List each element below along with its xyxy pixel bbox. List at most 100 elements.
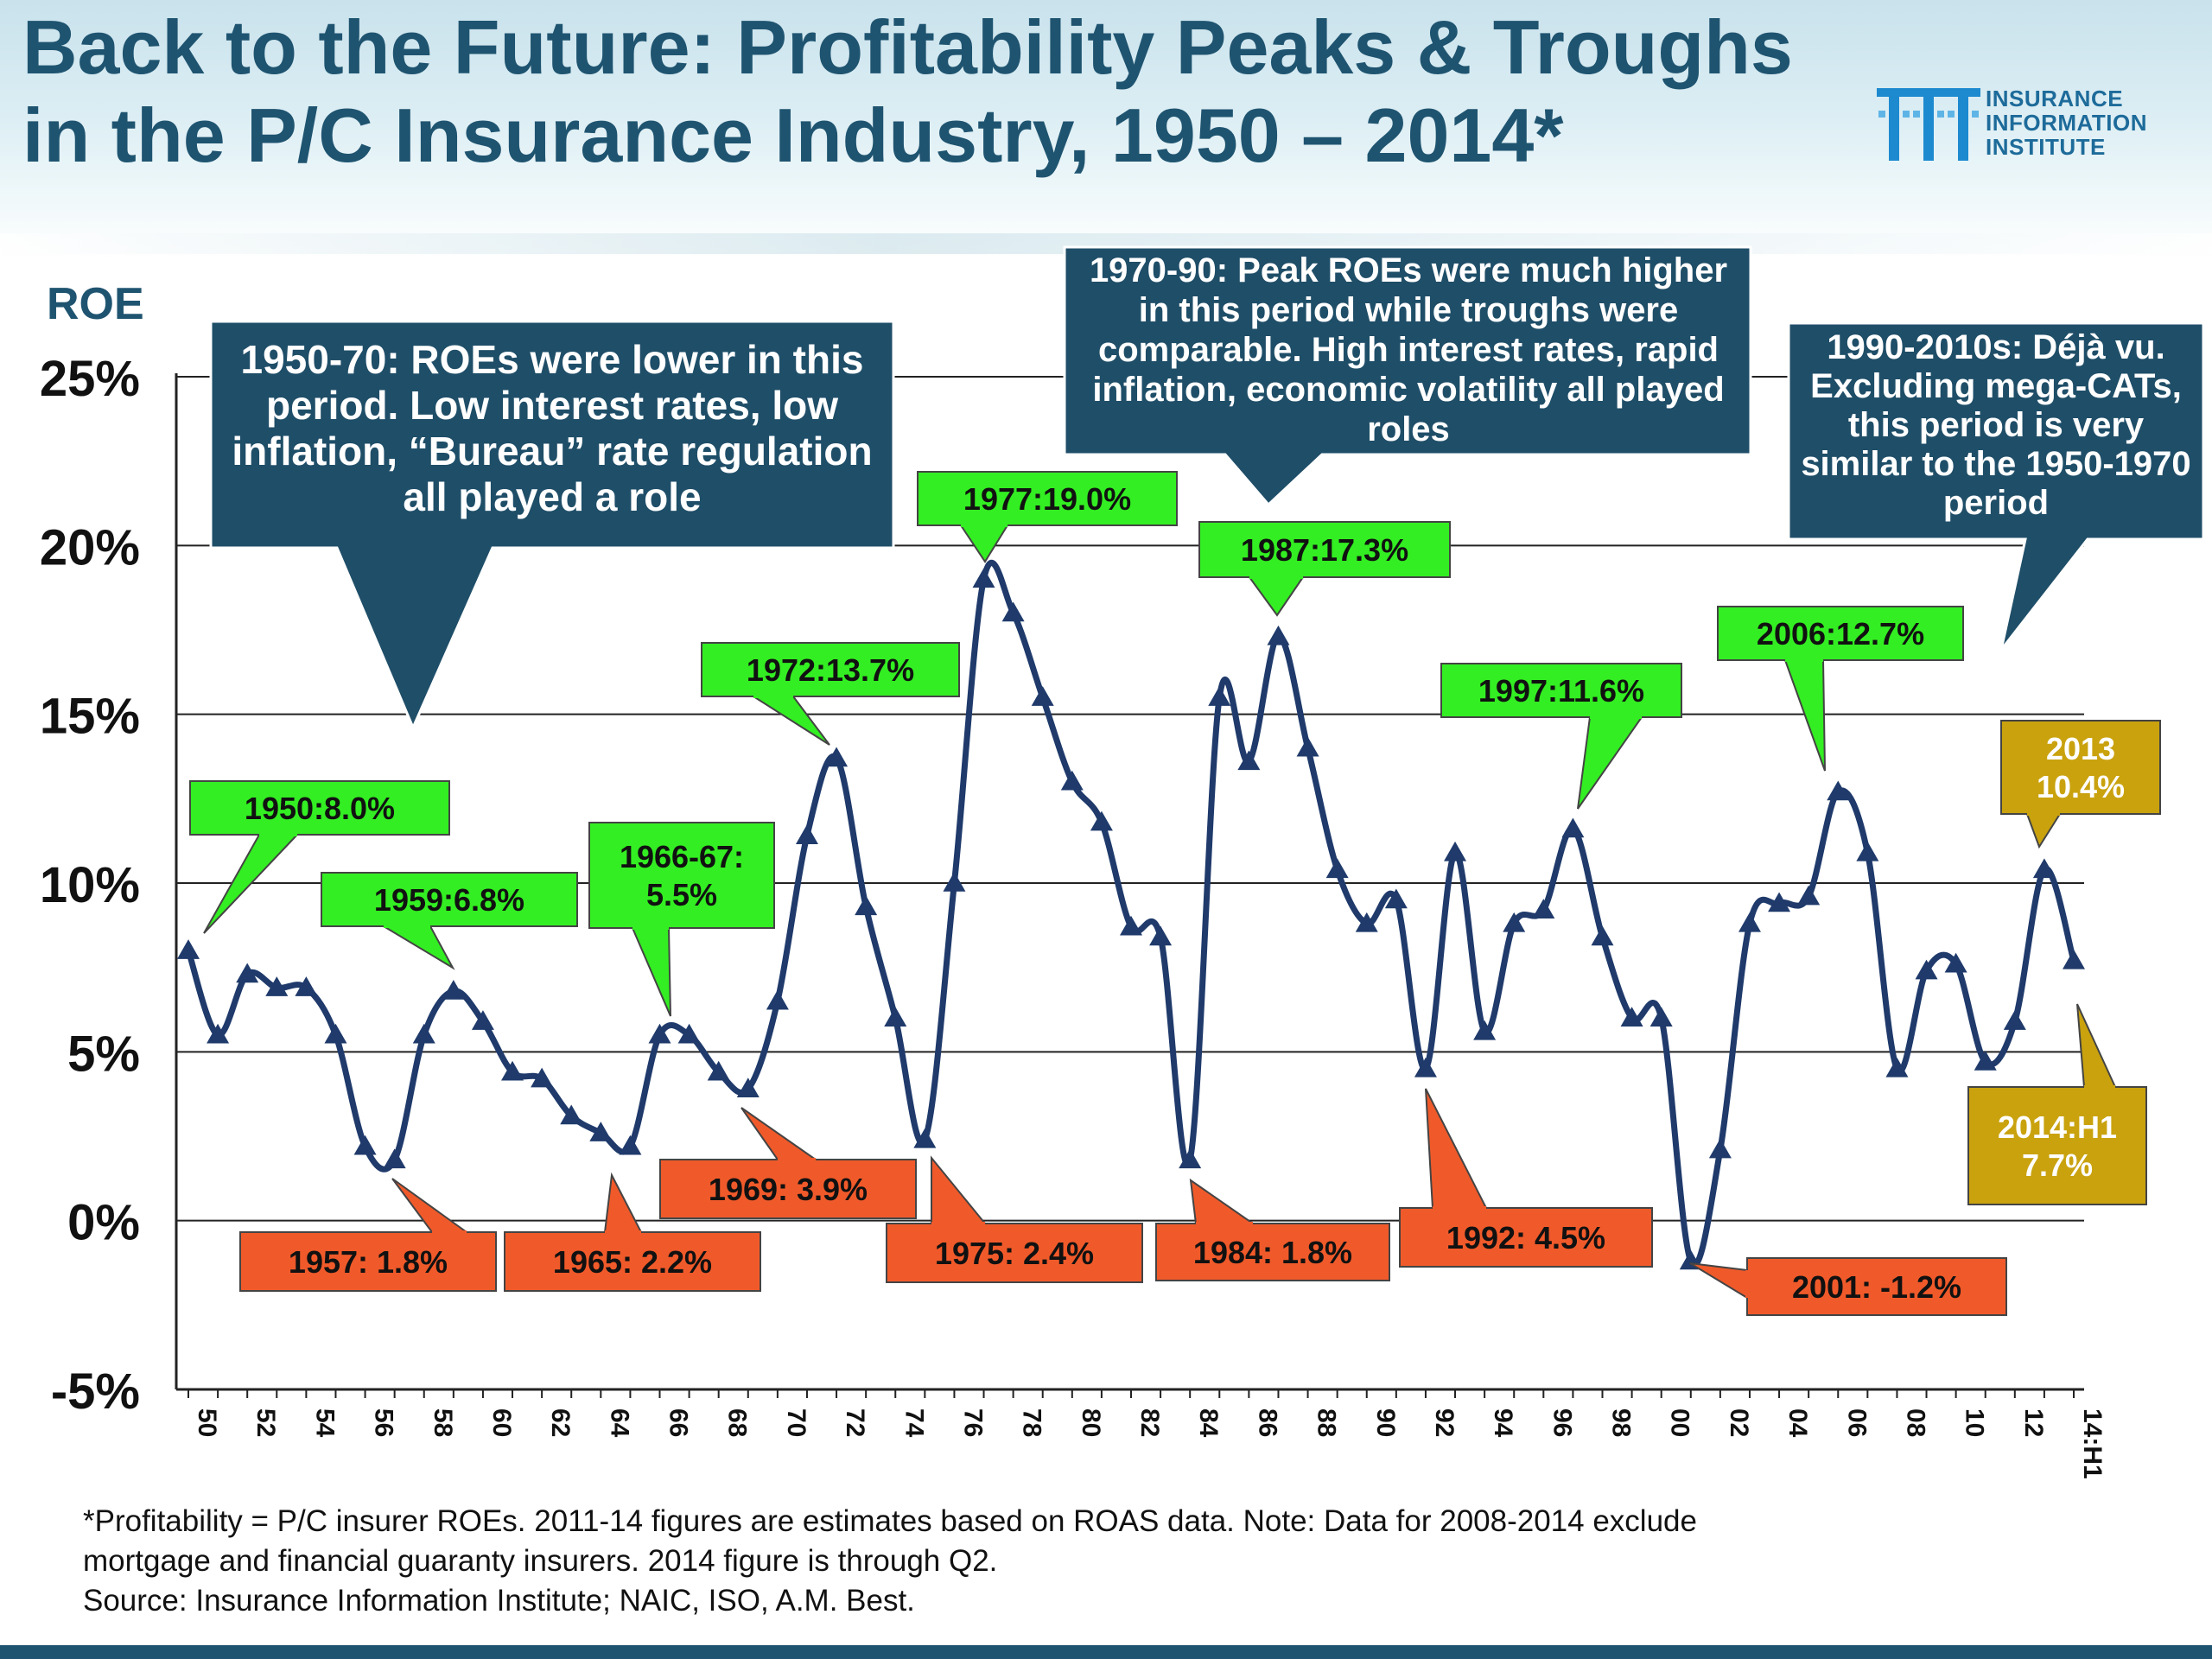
y-tick-label: 5% <box>67 1026 140 1082</box>
annotation-label-line: 2014:H1 <box>1998 1109 2117 1145</box>
data-point-marker <box>1915 959 1938 980</box>
x-tick-label: 62 <box>546 1408 575 1437</box>
data-point-marker <box>884 1007 907 1027</box>
data-point-marker <box>265 976 289 996</box>
data-point-marker <box>324 1023 347 1044</box>
annotation-pointer <box>1689 1262 1748 1300</box>
x-tick-label: 04 <box>1783 1408 1812 1438</box>
data-point-marker <box>1944 952 1967 973</box>
x-tick-label: 58 <box>429 1408 457 1437</box>
x-tick-label: 50 <box>193 1408 221 1437</box>
annotation-pointer <box>1248 576 1305 617</box>
x-tick-label: 52 <box>251 1408 280 1437</box>
y-axis-label: ROE <box>47 279 144 329</box>
annotation-label-line: 1969: 3.9% <box>709 1172 868 1207</box>
annotation-pointer <box>631 927 671 1017</box>
page-title: Back to the Future: Profitability Peaks … <box>22 3 1872 180</box>
annotation-box <box>1717 606 1964 661</box>
data-point-marker <box>1060 770 1084 791</box>
footnote-line-2: mortgage and financial guaranty insurers… <box>83 1544 998 1578</box>
title-line-2: in the P/C Insurance Industry, 1950 – 20… <box>22 92 1564 178</box>
x-tick-label: 60 <box>487 1408 516 1437</box>
footnote-line-1: *Profitability = P/C insurer ROEs. 2011-… <box>83 1504 1697 1538</box>
annotation-2006: 2006:12.7% <box>1717 606 1964 772</box>
annotation-pointer <box>391 1178 470 1233</box>
data-point-marker <box>825 747 849 767</box>
annotation-box <box>917 471 1178 526</box>
annotation-1984: 1984: 1.8% <box>1155 1178 1390 1281</box>
annotation-1992: 1992: 4.5% <box>1399 1088 1653 1268</box>
annotation-box <box>659 1159 917 1219</box>
annotation-label-line: 5.5% <box>646 877 717 912</box>
annotation-pointer <box>1577 716 1643 810</box>
annotation-pointer <box>931 1155 988 1224</box>
data-point-marker <box>1090 810 1113 831</box>
data-point-marker <box>1444 841 1467 861</box>
annotation-box <box>1399 1207 1653 1268</box>
data-point-marker <box>353 1135 377 1155</box>
annotation-label-line: 1966-67: <box>620 839 744 874</box>
annotation-label-line: 10.4% <box>2037 769 2125 804</box>
data-point-marker <box>2003 1010 2026 1030</box>
data-point-marker <box>1503 912 1526 932</box>
data-point-marker <box>1620 1007 1643 1027</box>
y-tick-label: 0% <box>67 1195 140 1251</box>
annotation-pointer <box>2076 1003 2117 1088</box>
logo-line-1: INSURANCE <box>1986 86 2124 111</box>
data-point-marker <box>1974 1051 1997 1071</box>
data-point-marker <box>1267 625 1290 645</box>
annotation-pointer <box>2025 813 2062 849</box>
logo-text: INSURANCE INFORMATION INSTITUTE <box>1986 86 2147 159</box>
callout-1990-2010s-text: 1990-2010s: Déjà vu. Excluding mega-CATs… <box>1801 328 2191 522</box>
data-point-marker <box>619 1135 642 1155</box>
data-point-marker <box>1885 1057 1909 1077</box>
data-point-marker <box>589 1122 613 1141</box>
callout-1970-90-text: 1970-90: Peak ROEs were much higher in t… <box>1089 251 1728 448</box>
logo-line-3: INSTITUTE <box>1986 134 2106 160</box>
annotation-label-line: 1984: 1.8% <box>1193 1235 1352 1270</box>
annotation-box <box>1198 521 1451 578</box>
annotation-box <box>886 1223 1143 1283</box>
annotation-1969: 1969: 3.9% <box>659 1107 917 1219</box>
annotation-label-line: 1975: 2.4% <box>935 1236 1094 1271</box>
x-tick-label: 14:H1 <box>2078 1408 2107 1479</box>
data-point-marker <box>1738 912 1761 932</box>
annotation-pointer <box>380 925 455 970</box>
annotation-label-line: 1972:13.7% <box>747 652 914 688</box>
x-tick-label: 00 <box>1666 1408 1694 1437</box>
annotation-1959: 1959:6.8% <box>321 872 578 970</box>
annotation-label-line: 1959:6.8% <box>374 882 524 918</box>
data-point-marker <box>736 1077 760 1098</box>
annotation-label-line: 1957: 1.8% <box>289 1244 448 1280</box>
x-tick-label: 90 <box>1371 1408 1400 1437</box>
data-point-marker <box>1856 841 1879 861</box>
data-point-marker <box>1414 1057 1437 1077</box>
annotation-1997: 1997:11.6% <box>1440 663 1682 810</box>
annotation-1972: 1972:13.7% <box>701 642 960 746</box>
annotation-1977: 1977:19.0% <box>917 471 1178 563</box>
y-tick-label: 10% <box>40 857 140 913</box>
data-point-marker <box>412 1023 435 1044</box>
annotation-1957: 1957: 1.8% <box>239 1178 497 1292</box>
x-tick-label: 84 <box>1194 1408 1223 1438</box>
annotation-label-line: 2013 <box>2046 731 2115 766</box>
annotation-label-line: 1977:19.0% <box>963 481 1131 517</box>
data-point-marker <box>1561 817 1585 838</box>
annotation-1966-67: 1966-67:5.5% <box>588 822 775 1017</box>
annotation-label-line: 1965: 2.2% <box>553 1244 712 1280</box>
data-point-marker <box>383 1148 406 1169</box>
x-tick-label: 88 <box>1313 1408 1341 1437</box>
data-point-marker <box>1649 1007 1673 1027</box>
bottom-bar <box>0 1645 2212 1659</box>
x-tick-label: 64 <box>605 1408 633 1438</box>
data-point-marker <box>207 1023 230 1044</box>
annotation-box <box>588 822 775 929</box>
x-tick-label: 96 <box>1548 1408 1576 1437</box>
data-point-marker <box>236 963 259 983</box>
annotation-1965: 1965: 2.2% <box>504 1172 761 1292</box>
data-point-marker <box>2063 949 2085 969</box>
annotation-box <box>239 1231 497 1292</box>
data-point-marker <box>560 1104 583 1125</box>
data-point-marker <box>295 976 318 996</box>
